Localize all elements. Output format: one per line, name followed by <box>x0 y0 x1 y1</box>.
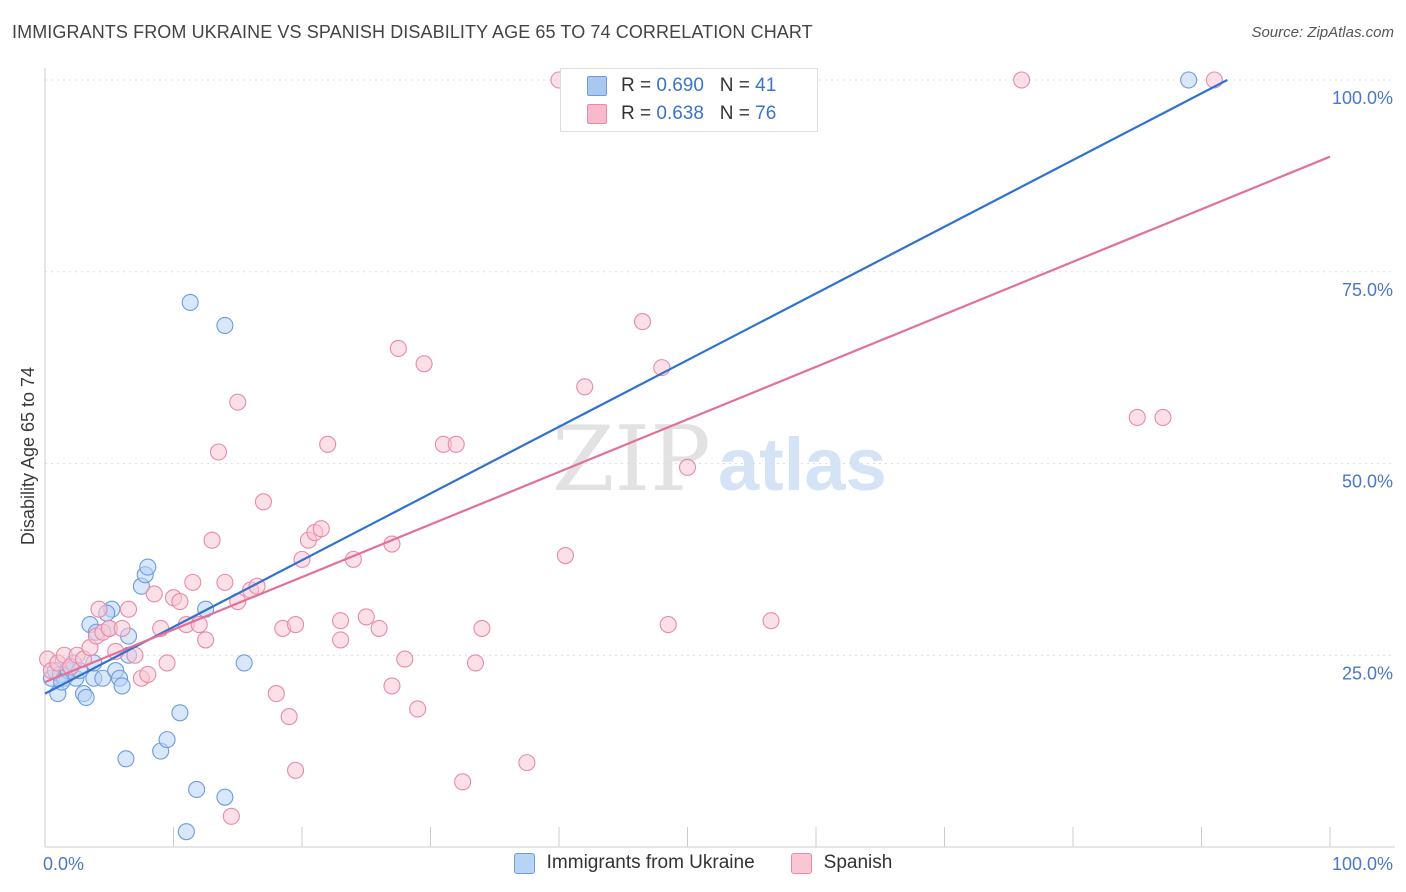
point-ukraine <box>158 731 176 749</box>
point-ukraine <box>117 750 135 768</box>
chart-title: IMMIGRANTS FROM UKRAINE VS SPANISH DISAB… <box>12 22 813 42</box>
point-spanish <box>556 546 574 565</box>
point-spanish <box>357 608 375 626</box>
point-spanish <box>312 520 330 538</box>
point-spanish <box>113 619 131 637</box>
point-ukraine <box>181 293 199 311</box>
legend-n-value-ukraine: 41 <box>755 75 777 96</box>
point-spanish <box>473 619 491 637</box>
y-tick-label: 25.0% <box>1342 663 1393 683</box>
point-ukraine <box>139 558 157 576</box>
y-axis-label: Disability Age 65 to 74 <box>18 367 38 545</box>
series-label-ukraine: Immigrants from Ukraine <box>546 852 755 873</box>
point-spanish <box>633 313 652 331</box>
trend-line-ukraine <box>44 79 1228 695</box>
x-tick-label-min: 0.0% <box>43 854 84 874</box>
point-spanish <box>383 677 401 695</box>
legend-n-label: N = <box>719 103 750 124</box>
point-spanish <box>184 573 202 591</box>
point-spanish <box>216 573 234 591</box>
point-ukraine <box>171 704 189 722</box>
legend-swatch-ukraine <box>587 76 607 96</box>
series-legend: Immigrants from Ukraine Spanish <box>0 852 1406 874</box>
point-spanish <box>158 654 176 672</box>
point-spanish <box>370 619 388 637</box>
legend-n-label: N = <box>719 75 750 96</box>
point-spanish <box>678 458 697 476</box>
legend-r-value-spanish: 0.638 <box>656 103 704 124</box>
point-spanish <box>518 754 536 772</box>
y-tick-label: 50.0% <box>1342 472 1393 492</box>
point-spanish <box>447 435 465 453</box>
point-spanish <box>287 761 305 779</box>
correlation-legend: R = 0.690 N = 41 R = 0.638 N = 76 <box>560 68 818 132</box>
point-spanish <box>659 616 677 634</box>
legend-r-value-ukraine: 0.690 <box>656 75 704 96</box>
point-spanish <box>222 807 240 825</box>
point-spanish <box>254 493 273 511</box>
point-spanish <box>287 616 305 634</box>
legend-r-label: R = <box>621 103 652 124</box>
legend-row-spanish: R = 0.638 N = 76 <box>587 101 776 127</box>
point-ukraine <box>216 788 234 806</box>
point-spanish <box>1154 408 1172 427</box>
point-spanish <box>280 708 298 726</box>
legend-n-value-spanish: 76 <box>755 103 777 124</box>
series-swatch-ukraine <box>513 852 535 874</box>
point-spanish <box>90 600 108 618</box>
point-spanish <box>319 435 337 453</box>
point-spanish <box>409 700 427 718</box>
trend-lines <box>44 79 1331 695</box>
legend-row-ukraine: R = 0.690 N = 41 <box>587 73 776 99</box>
legend-swatch-spanish <box>587 104 607 124</box>
point-spanish <box>197 631 215 649</box>
point-spanish <box>229 393 247 411</box>
point-ukraine <box>216 316 234 334</box>
y-tick-label: 75.0% <box>1342 280 1393 300</box>
tick-labels: 25.0% 50.0% 75.0% 100.0% 0.0% 100.0% <box>43 88 1393 874</box>
point-spanish <box>389 339 407 358</box>
axes <box>44 68 1395 848</box>
point-spanish <box>1013 71 1031 89</box>
point-spanish <box>415 355 433 373</box>
series-legend-item-ukraine[interactable]: Immigrants from Ukraine <box>513 852 755 874</box>
point-spanish <box>1128 408 1146 427</box>
grid <box>45 79 1395 656</box>
point-spanish <box>576 378 594 396</box>
point-spanish <box>762 612 780 630</box>
point-spanish <box>145 585 163 603</box>
point-ukraine <box>177 823 195 841</box>
point-ukraine <box>113 677 131 695</box>
series-label-spanish: Spanish <box>823 852 893 873</box>
watermark-atlas: atlas <box>718 423 887 506</box>
point-spanish <box>119 600 138 618</box>
x-tick-label-max: 100.0% <box>1332 854 1393 874</box>
point-spanish <box>466 654 485 672</box>
point-ukraine <box>94 669 112 687</box>
point-spanish <box>139 665 157 683</box>
point-spanish <box>331 612 350 630</box>
point-spanish <box>454 773 472 791</box>
y-tick-label: 100.0% <box>1332 88 1393 108</box>
trend-line-spanish <box>44 155 1331 684</box>
point-ukraine <box>235 654 253 672</box>
point-spanish <box>396 650 414 668</box>
point-spanish <box>331 631 350 649</box>
point-spanish <box>171 593 189 611</box>
watermark: ZIP atlas <box>552 407 887 512</box>
point-spanish <box>203 531 221 549</box>
point-ukraine <box>188 780 206 799</box>
series-legend-item-spanish[interactable]: Spanish <box>790 852 893 874</box>
point-ukraine <box>77 688 95 706</box>
point-spanish <box>209 443 228 461</box>
legend-r-label: R = <box>621 75 652 96</box>
point-ukraine <box>1180 71 1198 89</box>
series-swatch-spanish <box>790 852 812 874</box>
point-spanish <box>267 685 285 703</box>
source-note: Source: ZipAtlas.com <box>1251 24 1394 41</box>
